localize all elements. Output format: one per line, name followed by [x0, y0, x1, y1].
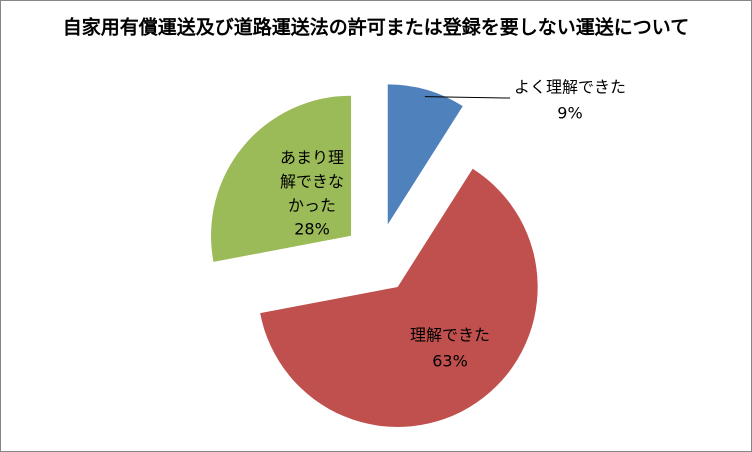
- leader-line: [424, 96, 510, 99]
- slice-value-label: 9%: [557, 104, 582, 123]
- pie-slice: [260, 168, 538, 427]
- pie-slice: [211, 95, 352, 262]
- slice-label: よく理解できた: [514, 78, 626, 97]
- chart-title: 自家用有償運送及び道路運送法の許可または登録を要しない運送について: [63, 16, 689, 39]
- slice-label: あまり理解できなかった: [280, 148, 344, 215]
- slice-value-label: 63%: [432, 352, 468, 371]
- pie-slice: [387, 84, 463, 225]
- slice-label: 理解できた: [410, 326, 490, 345]
- slice-value-label: 28%: [294, 220, 330, 239]
